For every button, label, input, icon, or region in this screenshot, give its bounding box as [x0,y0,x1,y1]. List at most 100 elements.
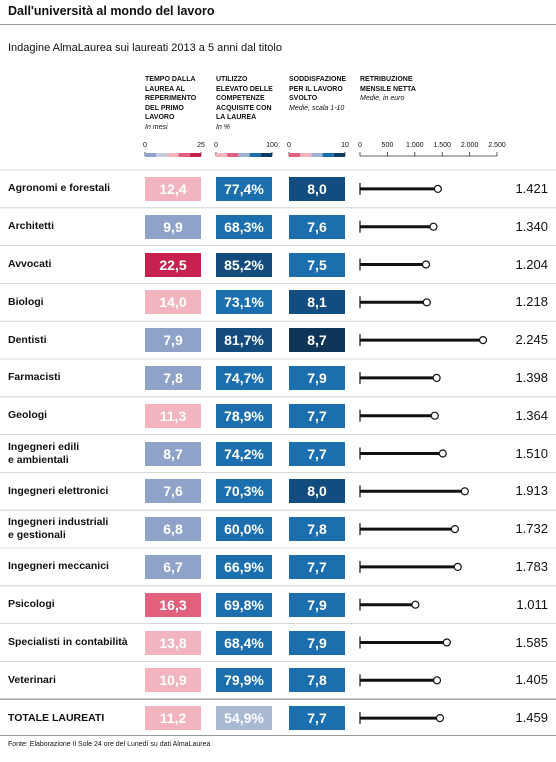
salary-label: 1.011 [516,596,548,612]
value-cell [289,214,345,239]
cell-label: 7,9 [163,332,183,349]
legend-swatch [156,153,168,157]
row-name: Psicologi [8,598,55,611]
legend-swatch [167,153,179,157]
salary-label: 1.510 [515,445,548,461]
value-cell [145,554,201,579]
salary-label: 1.913 [515,483,548,499]
row-name: Architetti [8,220,55,233]
value-cell [216,479,272,504]
cell-label: 77,4% [224,180,264,197]
cell-label: 8,7 [307,332,327,349]
row-name: e ambientali [8,453,69,466]
value-cell [289,252,345,277]
scale-label: 0 [143,142,147,149]
cell-label: 7,5 [307,256,327,273]
scale-label: 0 [287,142,291,149]
row-name: Dentisti [8,333,47,346]
legend-swatch [333,153,345,157]
cell-label: 8,1 [307,294,327,311]
cell-label: 14,0 [159,294,187,311]
footer-rule [0,735,556,736]
cell-label: 7,7 [307,445,327,462]
salary-dot [421,260,431,269]
value-cell [289,706,345,731]
cell-label: 13,8 [159,634,187,651]
column-title: PER IL LAVORO [289,85,343,93]
legend-swatch [260,153,272,157]
cell-label: 81,7% [224,332,264,349]
cell-label: 60,0% [224,521,264,538]
value-cell [216,706,272,731]
legend-swatch [216,153,228,157]
salary-label: 1.204 [515,256,548,272]
salary-label: 1.732 [515,521,548,537]
value-cell [145,630,201,655]
cell-label: 68,3% [224,218,264,235]
salary-label: 2.245 [515,332,548,348]
cell-label: 12,4 [159,180,187,197]
scale-label: 10 [341,142,349,149]
column-unit: In mesi [145,123,168,131]
cell-label: 8,7 [163,445,183,462]
value-cell [216,554,272,579]
value-cell [289,328,345,353]
salary-dot [453,562,462,572]
row-name: TOTALE LAUREATI [8,711,105,724]
salary-label: 1.364 [515,407,548,423]
row-name: Farmacisti [8,371,61,384]
value-cell [145,328,201,353]
value-cell [145,214,201,239]
row-name: Veterinari [8,673,56,686]
value-cell [145,668,201,693]
legend-swatch [289,153,301,157]
value-cell [216,214,272,239]
cell-label: 7,7 [307,558,327,575]
value-cell [145,403,201,428]
value-cell [145,365,201,390]
value-cell [145,479,201,504]
cell-label: 73,1% [224,294,264,311]
value-cell [216,403,272,428]
legend-swatch [249,153,261,157]
value-cell [145,441,201,466]
column-title: ELEVATO DELLE [216,85,273,93]
cell-label: 68,4% [224,634,264,651]
legend-swatch [227,153,239,157]
salary-label: 1.421 [515,180,548,196]
scale-label: 0 [358,142,362,149]
value-cell [289,441,345,466]
scale-label: 2.500 [488,142,506,149]
salary-dot [450,524,460,534]
column-title: UTILIZZO [216,76,248,83]
scale-label: 25 [197,142,205,149]
scale-label: 500 [381,142,394,149]
row-name: e gestionali [8,529,66,542]
salary-dot [442,638,451,647]
cell-label: 54,9% [224,710,264,727]
cell-label: 74,7% [224,369,264,386]
salary-dot [478,336,488,345]
cell-label: 10,9 [159,672,187,689]
cell-label: 7,9 [307,596,327,613]
column-unit: Medie, in euro [360,95,405,102]
row-name: Specialisti in contabilità [8,636,128,648]
cell-label: 8,0 [307,180,327,197]
cell-label: 74,2% [224,445,264,462]
legend-swatch [189,153,201,157]
cell-label: 7,6 [307,218,327,235]
legend-swatch [322,153,334,157]
legend-swatch [238,153,250,157]
row-name: Ingegneri meccanici [8,560,109,573]
salary-dot [411,600,420,609]
column-title: DEL PRIMO [145,104,184,112]
value-cell [216,365,272,390]
column-title: ACQUISITE CON [216,104,272,112]
row-name: Ingegneri elettronici [8,484,109,497]
cell-label: 16,3 [159,596,187,613]
salary-label: 1.218 [515,294,548,310]
row-name: Geologi [8,409,48,422]
column-title: LA LAUREA [216,114,257,121]
salary-dot [432,676,442,685]
cell-label: 11,3 [159,407,187,424]
